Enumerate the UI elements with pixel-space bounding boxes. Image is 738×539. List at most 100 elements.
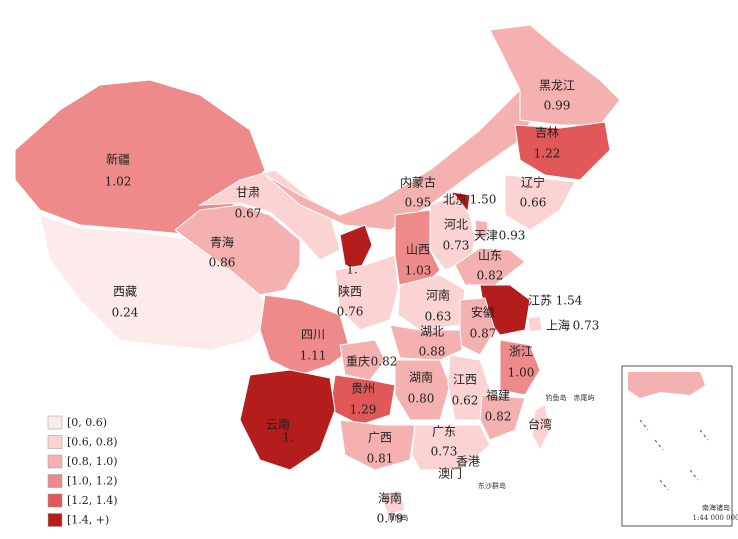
region-name: 湖北 — [420, 324, 444, 339]
region-name: 湖南 — [409, 370, 433, 385]
region-value: 1.50 — [470, 193, 497, 207]
regions — [14, 24, 621, 516]
region — [339, 339, 386, 381]
region-value: 1.22 — [534, 147, 561, 161]
region-value: 0.73 — [431, 445, 458, 459]
region — [394, 359, 451, 421]
region-value: 0.80 — [408, 392, 435, 406]
region-value: 0.76 — [337, 305, 364, 319]
dongsha-label: 东沙群岛 — [478, 481, 506, 490]
region — [239, 369, 336, 471]
region — [379, 489, 406, 516]
region-name: 新疆 — [106, 152, 130, 167]
region-value: 0.63 — [425, 310, 452, 324]
region — [514, 121, 611, 181]
region-value: 0.82 — [371, 355, 398, 369]
inset-boundary — [639, 419, 709, 491]
legend-label: [0.8, 1.0) — [67, 455, 118, 468]
region — [339, 419, 416, 471]
region-value: 0.73 — [443, 239, 470, 253]
region-name: 广东 — [432, 425, 456, 439]
region-value: 1.54 — [556, 294, 583, 308]
region-name: 陕西 — [338, 284, 362, 299]
region — [489, 24, 621, 126]
region-value: 0.66 — [520, 196, 547, 210]
region-name: 海南 — [378, 491, 402, 506]
region-name: 黑龙江 — [539, 79, 575, 93]
region-name: 江苏 — [528, 294, 552, 308]
labels: 新疆 1.02 西藏 0.24 青海 0.86 甘肃 0.67 内蒙古 0.95 黑龙江 0.99 吉林… — [105, 79, 600, 526]
region-value: 0.24 — [112, 306, 139, 320]
region-name: 浙江 — [509, 345, 533, 359]
region-name: 河北 — [444, 218, 468, 232]
region-name: 四川 — [301, 328, 325, 342]
taiwan-shape — [531, 404, 551, 452]
hainan-island-label: 海南岛 — [388, 513, 409, 522]
region — [479, 394, 526, 441]
region-name: 山西 — [406, 243, 430, 257]
legend-label: [1.0, 1.2) — [67, 475, 118, 488]
region-value: 1.02 — [105, 175, 132, 189]
region-value: 1. — [282, 431, 293, 445]
region-value: 1.11 — [300, 349, 327, 363]
legend-swatch — [47, 415, 63, 430]
legend-swatch — [47, 493, 63, 508]
region — [339, 224, 373, 271]
chiwei-label: 赤尾屿 — [574, 393, 595, 402]
taiwan-label: 台湾 — [528, 417, 552, 432]
region-name: 福建 — [486, 388, 510, 403]
region — [504, 174, 576, 231]
legend: [0, 0.6) [0.6, 0.8) [0.8, 1.0) [1.0, 1.2) [1… — [47, 415, 118, 527]
region-name: 青海 — [210, 235, 234, 250]
region-value: 0.86 — [209, 256, 236, 270]
legend-swatch — [47, 454, 63, 469]
region-name: 河南 — [426, 288, 450, 303]
region-name: 吉林 — [535, 126, 559, 140]
region-name: 云南 — [266, 417, 290, 432]
region — [411, 424, 491, 471]
region-name: 山东 — [478, 249, 502, 263]
legend-label: [1.2, 1.4) — [67, 494, 118, 507]
inset-land — [628, 372, 705, 398]
inset-title: 南海诸岛 — [702, 503, 730, 512]
region-value: 1.03 — [405, 264, 432, 278]
region — [174, 204, 301, 296]
region-value: 0.88 — [419, 345, 446, 359]
region-name: 辽宁 — [521, 175, 545, 190]
region-value: 0.93 — [499, 229, 526, 243]
region-name: 广西 — [368, 431, 392, 445]
legend-label: [1.4, +) — [67, 514, 109, 527]
region — [454, 247, 526, 286]
region-name: 贵州 — [351, 382, 375, 396]
region-value: 0.73 — [573, 319, 600, 333]
region-name: 江西 — [453, 373, 477, 387]
region-value: 0.62 — [452, 394, 479, 408]
region-name: 天津 — [474, 229, 498, 243]
macau-label: 澳门 — [438, 466, 462, 481]
region-name: 重庆 — [346, 355, 370, 369]
inset: 南海诸岛 1:44 000 000 — [621, 365, 738, 527]
region — [527, 315, 543, 333]
region-value: 0.79 — [377, 512, 404, 526]
region-value: 0.81 — [367, 452, 394, 466]
region-name: 内蒙古 — [400, 175, 436, 190]
region — [334, 254, 399, 331]
hongkong-label: 香港 — [456, 455, 480, 469]
legend-swatch — [47, 474, 63, 488]
region — [389, 324, 463, 361]
region-value: 0.99 — [544, 99, 571, 113]
region-value: 1.29 — [350, 403, 377, 417]
region-name: 北京 — [443, 193, 467, 207]
region-name: 安徽 — [471, 305, 495, 320]
region — [429, 194, 476, 271]
region-value: 0.67 — [235, 207, 262, 221]
region-value: 0.95 — [405, 196, 432, 210]
region — [499, 339, 541, 396]
diaoyu-label: 钓鱼岛 — [546, 393, 567, 402]
region-name: 上海 — [546, 318, 570, 333]
legend-label: [0.6, 0.8) — [67, 436, 118, 449]
region-name: 甘肃 — [236, 186, 260, 200]
region-value: 0.82 — [477, 269, 504, 283]
region-name: 西藏 — [113, 285, 137, 299]
